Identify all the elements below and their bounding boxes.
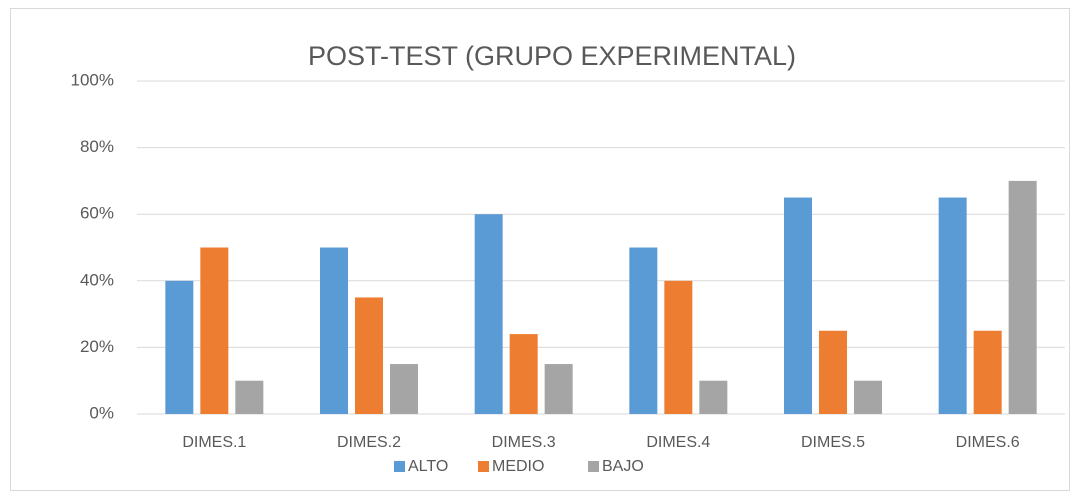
bar [235,380,264,414]
y-tick-label: 80% [80,137,114,156]
y-tick-label: 20% [80,337,114,356]
legend-swatch [394,461,405,472]
bar [819,330,847,414]
legend-label: ALTO [408,458,448,475]
bar [320,247,348,414]
y-tick-label: 0% [89,403,114,422]
bar [938,197,967,414]
bar [355,297,383,414]
legend-label: MEDIO [492,458,544,475]
bar [474,214,503,414]
bar [973,330,1002,414]
bar [854,380,882,414]
bar [784,197,812,414]
x-tick-label: DIMES.2 [337,434,401,451]
x-tick-label: DIMES.1 [182,434,246,451]
chart-title: POST-TEST (GRUPO EXPERIMENTAL) [308,41,796,71]
y-tick-label: 60% [80,204,114,223]
legend-label: BAJO [602,458,644,475]
x-tick-label: DIMES.3 [492,434,556,451]
bar [664,280,693,414]
bar [544,364,573,414]
bar [629,247,658,414]
bar [200,247,229,414]
bar [1008,180,1037,414]
x-tick-label: DIMES.4 [646,434,710,451]
bar [390,364,418,414]
x-tick-label: DIMES.6 [956,434,1020,451]
legend-swatch [478,461,489,472]
y-tick-label: 100% [71,70,114,89]
bar [509,334,538,414]
y-tick-label: 40% [80,270,114,289]
bar [165,280,194,414]
x-tick-label: DIMES.5 [801,434,865,451]
legend-swatch [588,461,599,472]
bar [699,380,728,414]
